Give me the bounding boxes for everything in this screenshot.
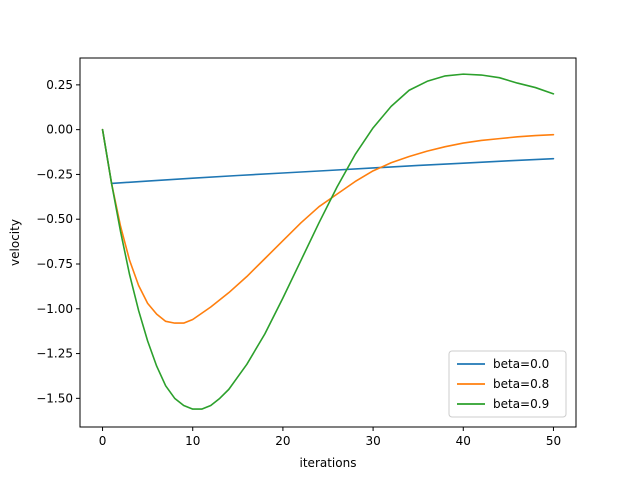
x-axis: 0 10 20 30 40 50 [99,427,561,448]
y-tick-label: −0.50 [36,212,73,226]
series-layer [101,73,555,410]
x-tick-label: 30 [365,434,380,448]
legend-label: beta=0.8 [493,377,549,391]
x-tick-label: 40 [456,434,471,448]
plot-frame [79,57,577,428]
y-tick-label: −1.50 [36,391,73,405]
x-axis-label: iterations [300,456,357,470]
y-tick-label: −1.25 [36,347,73,361]
y-axis: 0.25 0.00 −0.25 −0.50 −0.75 −1.00 −1.25 −1.50 [36,78,80,405]
legend: beta=0.0 beta=0.8 beta=0.9 [448,350,567,418]
x-tick-label: 50 [546,434,561,448]
y-tick-label: 0.25 [46,78,73,92]
x-tick-label: 20 [275,434,290,448]
series-line-beta-0-0 [101,128,555,185]
y-tick-label: 0.00 [46,123,73,137]
legend-box [448,350,567,418]
x-tick-label: 10 [185,434,200,448]
series-line-beta-0-9 [101,73,555,410]
legend-label: beta=0.0 [493,357,549,371]
y-tick-label: −1.00 [36,302,73,316]
series-line-beta-0-8 [101,128,555,324]
y-tick-label: −0.25 [36,167,73,181]
y-axis-label: velocity [8,219,22,266]
y-tick-label: −0.75 [36,257,73,271]
x-tick-label: 0 [99,434,107,448]
legend-label: beta=0.9 [493,397,549,411]
